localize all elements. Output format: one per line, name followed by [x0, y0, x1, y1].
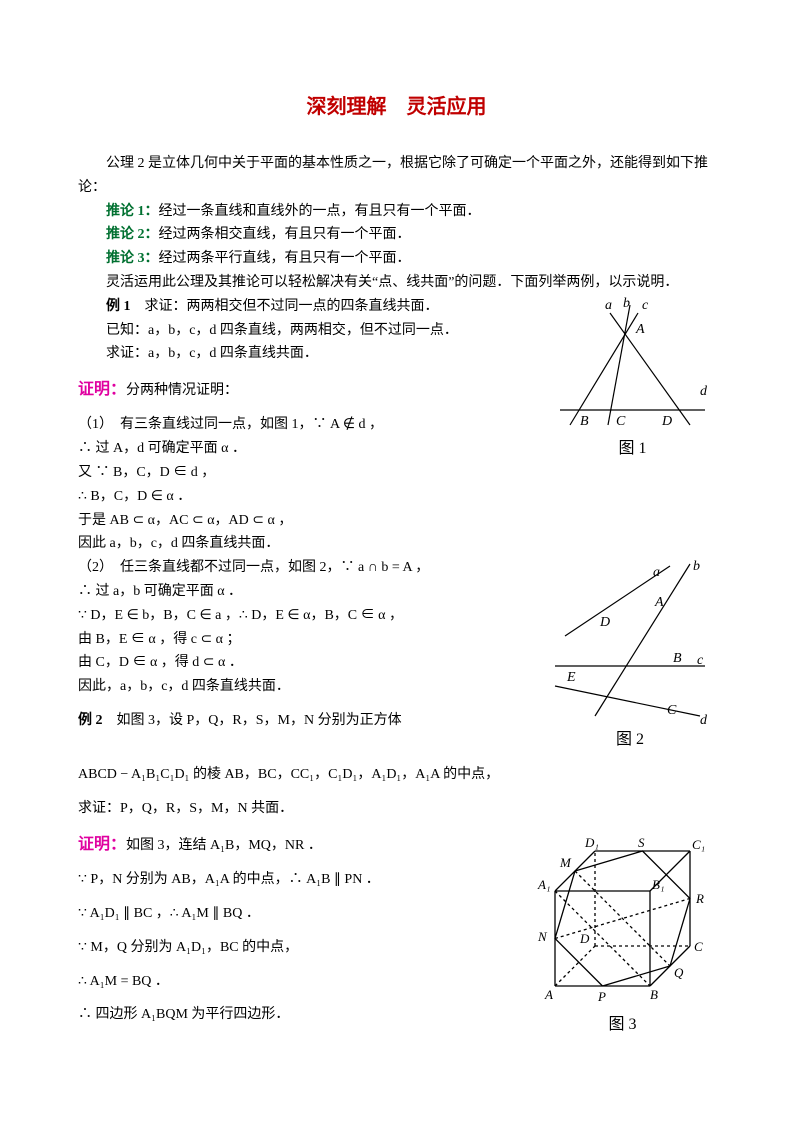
example-2-prove: 求证：P，Q，R，S，M，N 共面．: [78, 797, 715, 821]
fig3-D: D: [579, 931, 590, 946]
fig1-b: b: [623, 296, 630, 311]
fig3-A: A: [544, 987, 553, 1002]
figure-2: a b c d A B C D E 图 2: [545, 556, 715, 753]
case2-line-5: 因此，a，b，c，d 四条直线共面．: [78, 675, 545, 699]
bridge-paragraph: 灵活运用此公理及其推论可以轻松解决有关“点、线共面”的问题．下面列举两例，以示说…: [78, 271, 715, 295]
figure-3-container: A B C D A₁ B₁ C₁ D₁ M N P Q R S: [530, 831, 715, 1038]
corollary-3: 推论 3：经过两条平行直线，有且只有一个平面．: [78, 247, 715, 271]
fig2-B: B: [673, 651, 682, 666]
corollary-3-text: 经过两条平行直线，有且只有一个平面．: [159, 251, 411, 266]
case2-line-4: 由 C，D ∈ α ，得 d ⊂ α ．: [78, 651, 545, 675]
case2-line-0: （2） 任三条直线都不过同一点，如图 2，∵ a ∩ b = A ，: [78, 556, 545, 580]
fig2-a: a: [653, 565, 660, 580]
fig1-d: d: [700, 384, 708, 399]
fig1-B: B: [580, 414, 589, 429]
fig1-a: a: [605, 298, 612, 313]
case2-line-1: ∴ 过 a，b 可确定平面 α ．: [78, 580, 545, 604]
fig2-c: c: [697, 653, 704, 668]
fig3-C: C: [694, 939, 703, 954]
figure-1: a b c d A B C D 图 1: [550, 295, 715, 462]
proof-2-line-0: 如图 3，连结 A₁B，MQ，NR ．: [126, 838, 322, 853]
proof-2-label: 证明：: [78, 836, 126, 853]
figure-3: A B C D A₁ B₁ C₁ D₁ M N P Q R S: [530, 831, 715, 1038]
page: 深刻理解 灵活应用 公理 2 是立体几何中关于平面的基本性质之一，根据它除了可确…: [0, 0, 793, 1122]
fig3-C1: C₁: [692, 837, 705, 852]
fig1-A: A: [635, 322, 645, 337]
example-1-case2-block: （2） 任三条直线都不过同一点，如图 2，∵ a ∩ b = A ， ∴ 过 a…: [78, 556, 715, 753]
fig2-D: D: [599, 615, 610, 630]
corollary-3-label: 推论 3：: [106, 251, 159, 266]
proof-2-line-2: ∵ A₁D₁ ∥ BC ，∴ A₁M ∥ BQ ．: [78, 902, 530, 926]
corollary-1-text: 经过一条直线和直线外的一点，有且只有一个平面．: [159, 204, 481, 219]
case1-line-4: 于是 AB ⊂ α，AC ⊂ α，AD ⊂ α ，: [78, 509, 550, 533]
case1-line-0: （1） 有三条直线过同一点，如图 1，∵ A ∉ d ，: [78, 413, 550, 437]
proof-2-header: 证明：如图 3，连结 A₁B，MQ，NR ．: [78, 831, 530, 858]
fig2-d: d: [700, 713, 708, 726]
example-2-text-1: 如图 3，设 P，Q，R，S，M，N 分别为正方体: [117, 713, 402, 728]
proof-1-intro: 分两种情况证明：: [126, 383, 238, 398]
fig2-b: b: [693, 559, 700, 574]
proof-2-line-3: ∵ M，Q 分别为 A₁D₁，BC 的中点，: [78, 936, 530, 960]
proof-1-label: 证明：: [78, 381, 126, 398]
example-1-known: 已知：a，b，c，d 四条直线，两两相交，但不过同一点．: [78, 319, 550, 343]
fig3-B1: B₁: [652, 877, 664, 892]
figure-2-container: a b c d A B C D E 图 2: [545, 556, 715, 753]
case1-line-5: 因此 a，b，c，d 四条直线共面．: [78, 532, 550, 556]
intro-paragraph: 公理 2 是立体几何中关于平面的基本性质之一，根据它除了可确定一个平面之外，还能…: [78, 152, 715, 200]
example-2-statement-2: ABCD − A₁B₁C₁D₁ 的棱 AB，BC，CC₁，C₁D₁，A₁D₁，A…: [78, 763, 715, 787]
proof-2-line-5: ∴ 四边形 A₁BQM 为平行四边形．: [78, 1003, 530, 1027]
fig1-D: D: [661, 414, 672, 429]
corollary-1-label: 推论 1：: [106, 204, 159, 219]
figure-2-caption: 图 2: [545, 726, 715, 753]
fig3-B: B: [650, 987, 658, 1002]
fig3-R: R: [695, 891, 704, 906]
example-2-label: 例 2: [78, 713, 103, 728]
fig3-D1: D₁: [584, 835, 599, 850]
fig3-A1: A₁: [537, 877, 550, 892]
example-1-statement: 例 1 求证：两两相交但不过同一点的四条直线共面．: [78, 295, 550, 319]
example-2-proof-block: 证明：如图 3，连结 A₁B，MQ，NR ． ∵ P，N 分别为 AB，A₁A …: [78, 831, 715, 1038]
figure-1-caption: 图 1: [550, 435, 715, 462]
corollary-2: 推论 2：经过两条相交直线，有且只有一个平面．: [78, 223, 715, 247]
example-1-text: 求证：两两相交但不过同一点的四条直线共面．: [145, 299, 439, 314]
fig1-c: c: [642, 298, 649, 313]
fig2-A: A: [654, 595, 664, 610]
fig1-C: C: [616, 414, 626, 429]
proof-1-header: 证明：分两种情况证明：: [78, 376, 550, 403]
fig3-M: M: [559, 855, 572, 870]
case1-line-1: ∴ 过 A，d 可确定平面 α ．: [78, 437, 550, 461]
case1-line-2: 又 ∵ B，C，D ∈ d ，: [78, 461, 550, 485]
figure-1-container: a b c d A B C D 图 1: [550, 295, 715, 462]
case2-line-3: 由 B，E ∈ α ，得 c ⊂ α ；: [78, 628, 545, 652]
corollary-1: 推论 1：经过一条直线和直线外的一点，有且只有一个平面．: [78, 200, 715, 224]
fig3-Q: Q: [674, 965, 684, 980]
fig3-S: S: [638, 835, 645, 850]
case2-line-2: ∵ D，E ∈ b，B，C ∈ a ，∴ D，E ∈ α，B，C ∈ α ，: [78, 604, 545, 628]
corollary-2-label: 推论 2：: [106, 227, 159, 242]
fig3-P: P: [597, 989, 606, 1004]
proof-2-line-1: ∵ P，N 分别为 AB，A₁A 的中点，∴ A₁B ∥ PN ．: [78, 868, 530, 892]
proof-2-line-4: ∴ A₁M = BQ ．: [78, 970, 530, 994]
example-1-label: 例 1: [106, 299, 131, 314]
case1-line-3: ∴ B，C，D ∈ α ．: [78, 485, 550, 509]
fig2-E: E: [566, 670, 576, 685]
example-1-prove: 求证：a，b，c，d 四条直线共面．: [78, 342, 550, 366]
page-title: 深刻理解 灵活应用: [78, 90, 715, 124]
corollary-2-text: 经过两条相交直线，有且只有一个平面．: [159, 227, 411, 242]
example-2-statement-1: 例 2 如图 3，设 P，Q，R，S，M，N 分别为正方体: [78, 709, 545, 733]
figure-3-caption: 图 3: [530, 1011, 715, 1038]
fig2-C: C: [667, 703, 677, 718]
fig3-N: N: [537, 929, 548, 944]
example-1-block: 例 1 求证：两两相交但不过同一点的四条直线共面． 已知：a，b，c，d 四条直…: [78, 295, 715, 556]
